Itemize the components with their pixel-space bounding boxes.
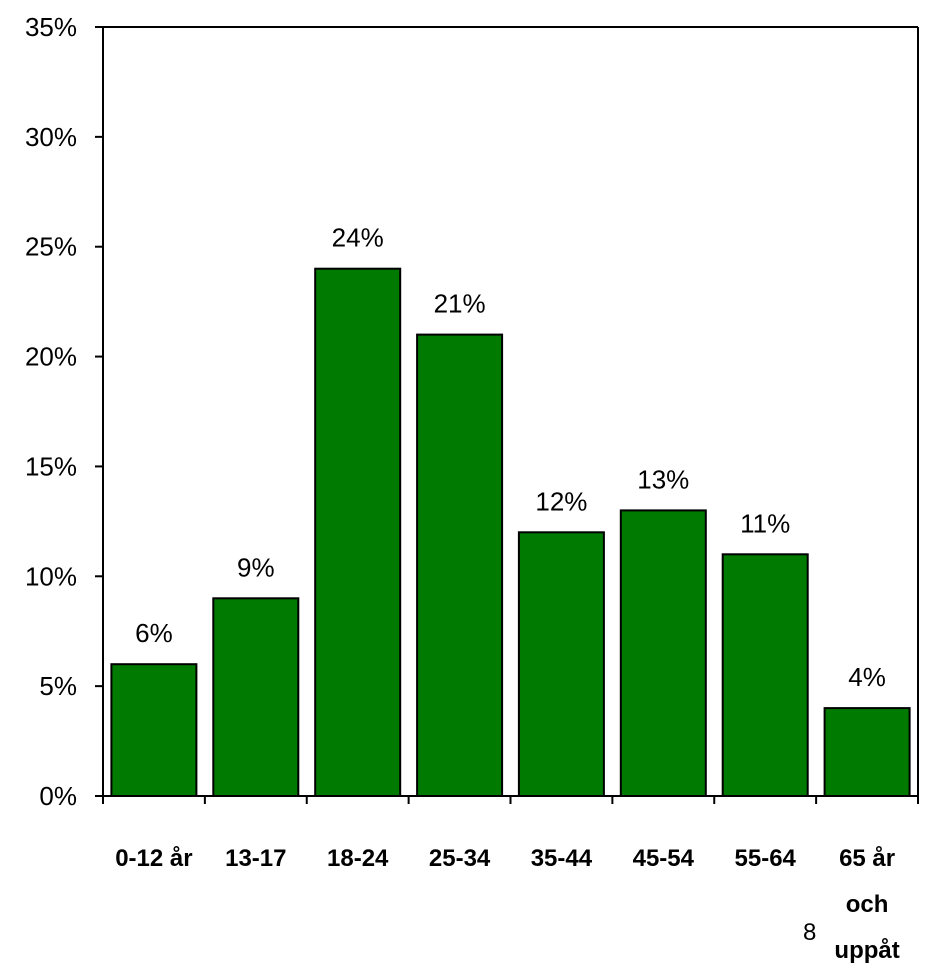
y-tick-label-2: 10%	[25, 561, 77, 591]
data-label-5: 12%	[535, 486, 587, 516]
data-label-4: 21%	[434, 289, 486, 319]
y-tick-label-7: 35%	[25, 12, 77, 42]
axes	[102, 26, 919, 797]
y-tick-label-4: 20%	[25, 342, 77, 372]
y-axis-ticks: 0% 5% 10% 15% 20% 25% 30% 35%	[25, 12, 103, 811]
x-tick-label-1: 0-12 år	[115, 845, 192, 872]
bar-5	[517, 531, 605, 797]
data-label-8: 4%	[848, 662, 886, 692]
bar-4	[416, 333, 504, 797]
data-label-3: 24%	[332, 223, 384, 253]
bar-2	[212, 597, 300, 797]
bar-8	[823, 707, 911, 797]
bars	[110, 267, 911, 798]
y-tick-label-1: 5%	[39, 671, 77, 701]
x-tick-label-6: 45-54	[633, 845, 695, 872]
x-tick-label-2: 13-17	[225, 845, 286, 872]
page-number: 8	[803, 919, 816, 946]
x-tick-label-4: 25-34	[429, 845, 491, 872]
x-tick-label-3: 18-24	[327, 845, 389, 872]
y-tick-label-5: 25%	[25, 232, 77, 262]
y-tick-label-0: 0%	[39, 781, 77, 811]
x-axis-ticks: 0-12 år 13-17 18-24 25-34 35-44 45-54 55-64 65 …	[102, 796, 919, 964]
y-tick-label-3: 15%	[25, 451, 77, 481]
bar-1	[110, 663, 198, 798]
y-tick-label-6: 30%	[25, 122, 77, 152]
bar-6	[619, 509, 707, 797]
data-label-6: 13%	[637, 464, 689, 494]
x-tick-label-8: 65 år och uppåt	[834, 845, 899, 964]
x-tick-label-7: 55-64	[735, 845, 797, 872]
x-tick-label-5: 35-44	[531, 845, 593, 872]
data-label-7: 11%	[740, 508, 790, 538]
data-label-1: 6%	[135, 618, 173, 648]
data-label-2: 9%	[237, 552, 275, 582]
data-labels: 6% 9% 24% 21% 12% 13% 11% 4%	[135, 223, 886, 692]
bar-3	[314, 267, 402, 797]
bar-7	[721, 553, 809, 797]
